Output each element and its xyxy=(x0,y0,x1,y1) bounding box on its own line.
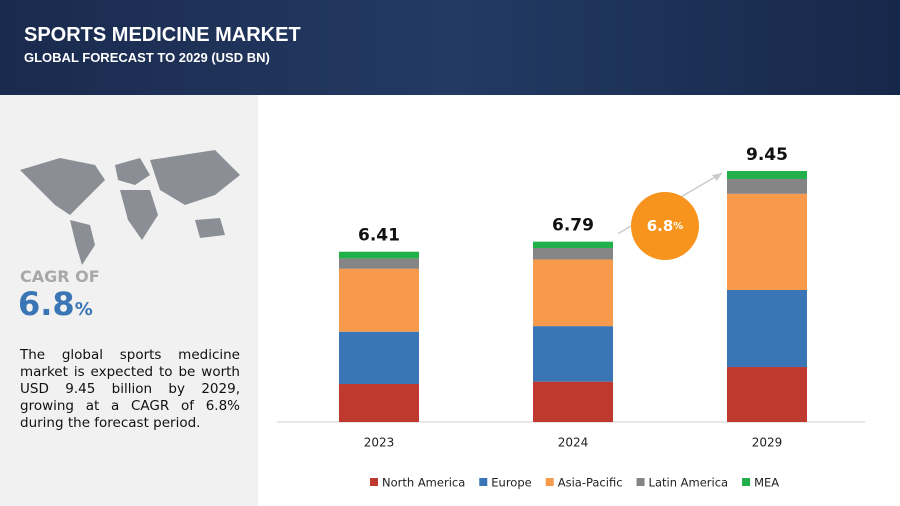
header: SPORTS MEDICINE MARKET GLOBAL FORECAST T… xyxy=(0,0,900,95)
bar-segment xyxy=(533,381,613,422)
bar-segment xyxy=(339,258,419,269)
cagr-unit: % xyxy=(74,299,93,320)
legend-swatch xyxy=(636,478,645,486)
arrow-head xyxy=(712,173,722,181)
bubble-unit: % xyxy=(673,221,683,232)
legend-swatch xyxy=(479,478,488,486)
cagr-label: CAGR OF xyxy=(20,267,100,286)
bar-segment xyxy=(339,268,419,332)
bar-segment xyxy=(727,289,807,368)
legend-label: Europe xyxy=(491,476,531,490)
title: SPORTS MEDICINE MARKET xyxy=(24,24,301,46)
bar-segment xyxy=(533,248,613,260)
bar-segment xyxy=(533,326,613,382)
x-tick-label: 2023 xyxy=(364,436,395,450)
world-map xyxy=(20,150,240,265)
legend-swatch xyxy=(545,478,554,486)
total-label: 6.79 xyxy=(552,216,594,236)
legend-swatch xyxy=(742,478,751,486)
legend-swatch xyxy=(370,478,378,486)
cagr-number: 6.8 xyxy=(18,285,75,323)
legend-label: MEA xyxy=(754,476,779,490)
bar-segment xyxy=(727,178,807,194)
bar-segment xyxy=(533,259,613,327)
bar-segment xyxy=(339,251,419,259)
legend-label: Asia-Pacific xyxy=(558,476,623,490)
bubble-number: 6.8 xyxy=(647,217,674,235)
bar-segment xyxy=(339,331,419,385)
x-tick-label: 2024 xyxy=(558,436,589,450)
description: The global sports medicine market is exp… xyxy=(20,347,240,431)
legend-label: Latin America xyxy=(649,476,729,490)
cagr-bubble xyxy=(631,192,699,260)
bar-segment xyxy=(727,193,807,290)
subtitle: GLOBAL FORECAST TO 2029 (USD BN) xyxy=(24,50,270,65)
cagr-value: 6.8% xyxy=(18,285,93,323)
bar-segment xyxy=(727,367,807,422)
total-label: 9.45 xyxy=(746,145,788,165)
legend-label: North America xyxy=(382,476,465,490)
sidebar: CAGR OF 6.8% The global sports medicine … xyxy=(0,95,258,506)
bubble-text: 6.8% xyxy=(647,217,684,235)
bar-segment xyxy=(339,384,419,422)
total-label: 6.41 xyxy=(358,226,400,246)
bar-segment xyxy=(533,241,613,249)
bar-segment xyxy=(727,171,807,179)
x-tick-label: 2029 xyxy=(752,436,783,450)
